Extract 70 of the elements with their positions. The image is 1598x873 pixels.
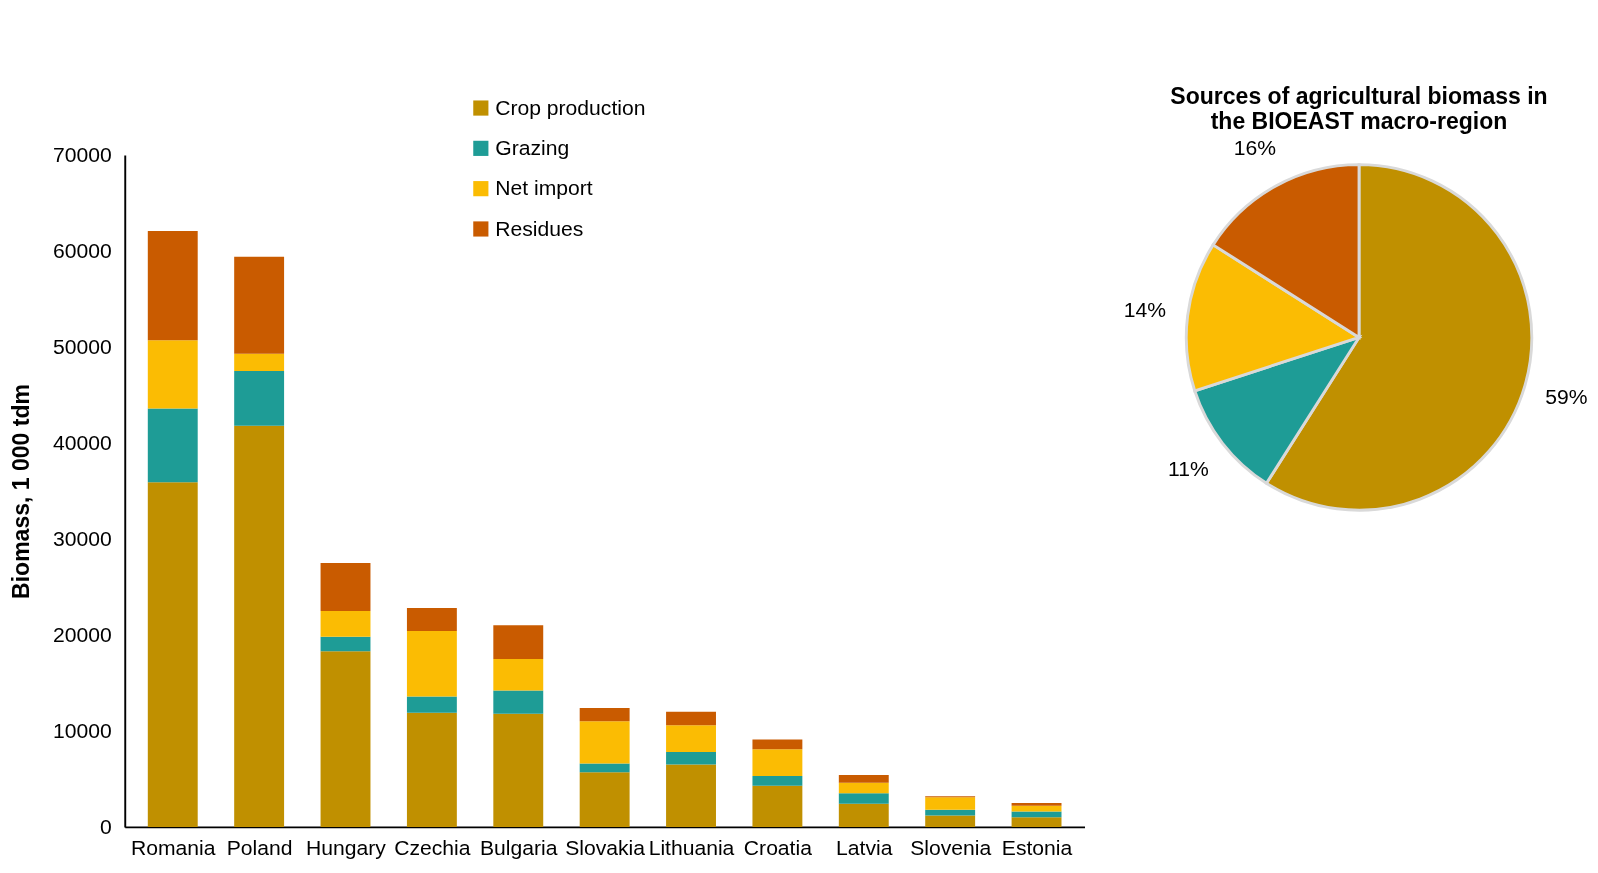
bar [234, 425, 285, 827]
bar [579, 772, 630, 827]
data-label: 16% [1233, 135, 1277, 159]
chart-title: Sources of agricultural biomass in the BIOEAST macro-region [1170, 83, 1548, 134]
x-tick-label: Slovenia [910, 836, 992, 860]
bar [406, 696, 457, 713]
bar [838, 782, 889, 794]
bar [752, 785, 803, 827]
bar [147, 340, 198, 409]
bar [493, 658, 544, 691]
bar [838, 793, 889, 804]
y-tick-label: 20000 [53, 623, 112, 647]
bar [925, 797, 976, 810]
legend-label: Net import [495, 176, 593, 200]
bar [838, 775, 889, 783]
x-tick-label: Croatia [743, 836, 813, 860]
bar [579, 707, 630, 722]
bar [493, 625, 544, 659]
x-tick-label: Bulgaria [480, 836, 558, 860]
x-tick-label: Slovakia [565, 836, 646, 860]
bar [147, 408, 198, 483]
y-tick-label: 30000 [53, 527, 112, 551]
x-tick-label: Lithuania [648, 836, 735, 860]
data-label: 11% [1168, 457, 1209, 481]
legend-label: Grazing [495, 136, 570, 160]
legend-label: Residues [495, 216, 584, 240]
bar [493, 713, 544, 827]
y-tick-label: 10000 [53, 719, 112, 743]
bar [752, 749, 803, 777]
bar [234, 371, 285, 426]
x-tick-label: Latvia [836, 836, 893, 860]
bar [666, 725, 716, 753]
x-tick-label: Czechia [394, 836, 471, 860]
bar [320, 610, 371, 637]
bar [406, 631, 457, 697]
y-tick-label: 50000 [53, 335, 112, 359]
y-tick-label: 0 [100, 815, 112, 839]
data-label: 14% [1123, 298, 1167, 322]
data-label: 59% [1545, 385, 1588, 409]
bar [320, 636, 371, 652]
bar [752, 739, 803, 750]
y-axis-title: Biomass, 1 000 tdm [8, 384, 35, 599]
bar [579, 721, 630, 764]
bar [406, 712, 457, 827]
bar [666, 752, 716, 765]
bar [666, 711, 716, 726]
bar [320, 651, 371, 827]
bar [147, 230, 198, 341]
y-tick-label: 40000 [53, 431, 112, 455]
bar [1011, 817, 1062, 827]
x-tick-label: Estonia [1001, 836, 1073, 860]
bar [147, 482, 198, 827]
x-tick-label: Poland [226, 836, 293, 860]
x-tick-label: Romania [130, 836, 216, 860]
bar [406, 608, 457, 632]
bar [838, 803, 889, 827]
bar [925, 815, 976, 827]
bar [234, 256, 285, 354]
bar [752, 776, 803, 786]
bar [579, 763, 630, 773]
bar [1011, 805, 1062, 812]
bar [234, 353, 285, 372]
bar [320, 562, 371, 611]
x-tick-label: Hungary [306, 836, 387, 860]
y-tick-label: 60000 [53, 239, 112, 263]
legend-label: Crop production [495, 95, 646, 119]
bar [1011, 802, 1062, 806]
y-tick-label: 70000 [53, 143, 112, 167]
bar [493, 690, 544, 714]
bar [666, 764, 716, 827]
